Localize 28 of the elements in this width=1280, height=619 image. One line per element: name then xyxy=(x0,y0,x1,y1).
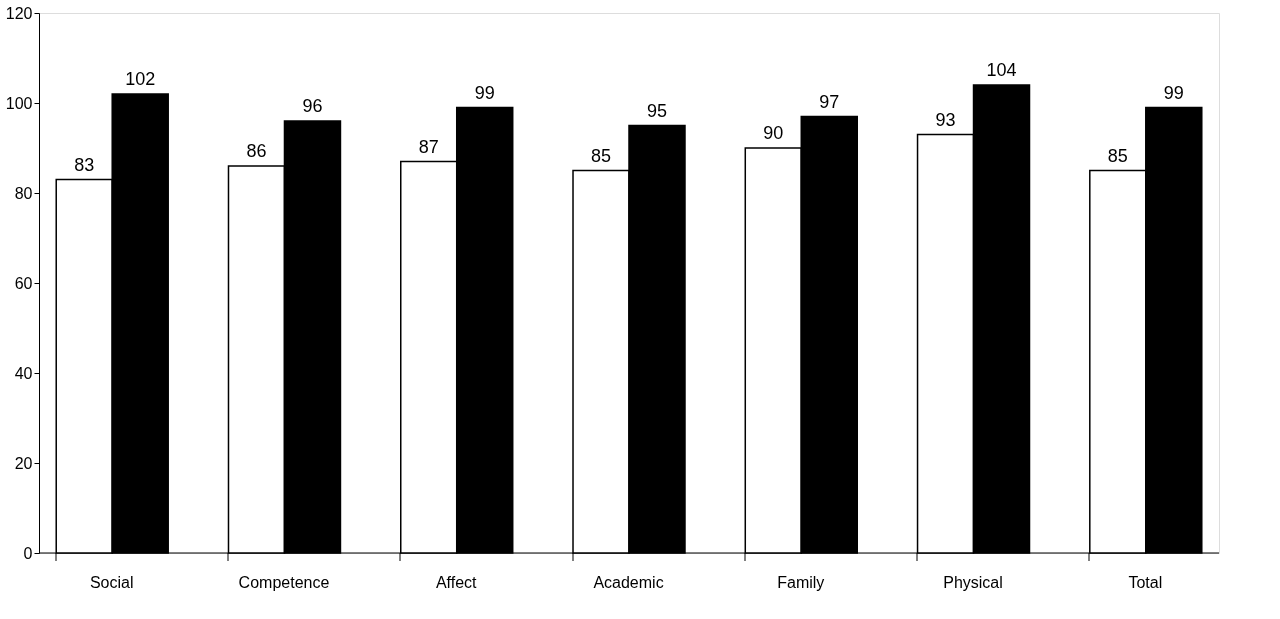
x-tick-label: Total xyxy=(1128,574,1163,591)
y-tick-label: 60 xyxy=(14,274,33,292)
y-tick-label: 20 xyxy=(14,454,33,472)
data-label: 85 xyxy=(590,145,612,166)
data-label: 93 xyxy=(935,109,956,130)
y-tick-label: 80 xyxy=(14,184,33,202)
data-label: 85 xyxy=(1107,145,1128,166)
y-tick-label: 100 xyxy=(5,94,33,112)
data-label: 95 xyxy=(646,100,668,121)
x-tick-label: Family xyxy=(777,574,825,591)
data-label: 86 xyxy=(246,141,267,161)
x-tick-label: Physical xyxy=(943,574,1003,591)
y-tick-label: 40 xyxy=(14,364,33,382)
data-label: 102 xyxy=(125,69,156,89)
data-label: 83 xyxy=(74,154,95,175)
y-tick-label: 0 xyxy=(23,544,33,562)
data-label: 104 xyxy=(986,60,1017,80)
data-label: 99 xyxy=(1163,82,1184,103)
y-tick-label: 120 xyxy=(5,4,33,22)
data-label: 90 xyxy=(763,123,784,143)
data-label: 97 xyxy=(819,91,840,112)
x-tick-label: Competence xyxy=(238,574,330,591)
data-label: 96 xyxy=(302,96,323,116)
data-label: 87 xyxy=(418,136,439,157)
x-tick-label: Affect xyxy=(435,574,478,591)
data-label: 99 xyxy=(474,82,495,103)
x-tick-label: Academic xyxy=(593,574,664,591)
x-tick-label: Social xyxy=(89,574,134,591)
